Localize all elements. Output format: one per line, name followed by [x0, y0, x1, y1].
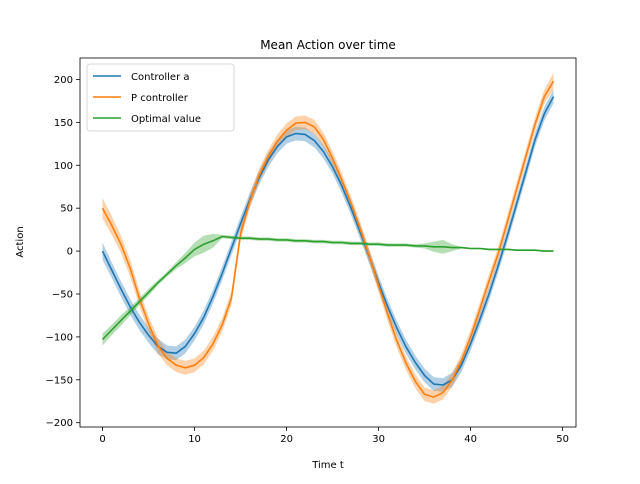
- y-tick-label: −50: [52, 289, 73, 300]
- x-tick-label: 10: [188, 434, 201, 445]
- series-line-0: [101, 96, 555, 386]
- y-tick-label: 150: [54, 118, 73, 129]
- legend-label-1: P controller: [131, 93, 189, 104]
- x-tick-label: 30: [372, 434, 385, 445]
- y-tick-label: −150: [46, 375, 73, 386]
- x-tick-label: 20: [280, 434, 293, 445]
- x-axis: 0 10 20 30 40 50: [99, 427, 569, 445]
- legend-box: [86, 63, 235, 132]
- x-axis-label: Time t: [311, 460, 344, 471]
- legend-label-2: Optimal value: [131, 114, 201, 125]
- y-tick-label: −200: [46, 418, 73, 429]
- y-axis-label: Action: [15, 226, 26, 257]
- series-line-2: [101, 235, 554, 341]
- y-tick-label: 100: [54, 161, 73, 172]
- legend: Controller a P controller Optimal value: [86, 63, 235, 132]
- x-tick-label: 0: [99, 434, 105, 445]
- series-line-1: [101, 80, 555, 398]
- plot-frame: [79, 57, 577, 428]
- x-tick-label: 50: [556, 434, 569, 445]
- legend-label-0: Controller a: [131, 72, 190, 83]
- series-lines: [101, 80, 555, 398]
- x-tick-label: 40: [464, 434, 477, 445]
- y-tick-label: −100: [46, 332, 73, 343]
- y-tick-label: 0: [67, 247, 73, 258]
- y-tick-label: 50: [60, 204, 73, 215]
- chart-title: Mean Action over time: [260, 38, 396, 52]
- y-tick-label: 200: [54, 75, 73, 86]
- y-axis: −200 −150 −100 −50 0 50 100 150 200: [46, 75, 80, 429]
